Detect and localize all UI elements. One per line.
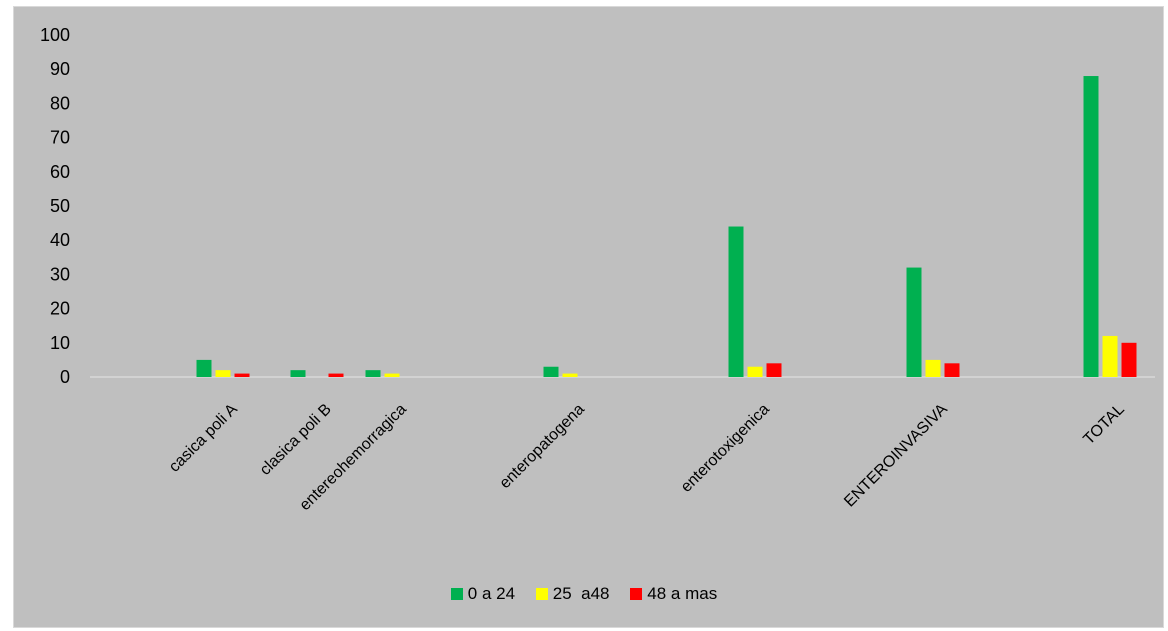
bar-series-2-2 [384,373,400,377]
bar-series-3-5 [944,363,960,377]
y-tick-label: 50 [50,196,70,216]
legend-swatch-series-3 [630,588,643,600]
bar-series-1-5 [906,267,922,377]
y-tick-label: 0 [60,367,70,387]
y-tick-label: 90 [50,59,70,79]
category-label: enterotoxigenica [678,401,773,496]
legend-item-series-3: 48 a mas [630,584,717,604]
bar-series-1-3 [543,366,559,377]
y-tick-label: 30 [50,264,70,284]
legend-item-series-1: 0 a 24 [450,584,516,604]
category-label: casica poli A [166,401,241,476]
bar-series-1-1 [290,370,306,377]
category-label: clasica poli B [257,401,335,479]
bar-series-1-6 [1083,76,1099,377]
bar-series-3-6 [1121,342,1137,377]
y-tick-label: 80 [50,93,70,113]
bar-series-2-0 [215,370,231,377]
bars [196,76,1137,377]
bar-series-3-1 [328,373,344,377]
legend-label-series-1: 0 a 24 [467,584,516,603]
y-tick-label: 70 [50,128,70,148]
category-label: ENTEROINVASIVA [841,401,951,511]
category-label: enteropatogena [497,401,588,492]
bar-series-2-6 [1102,335,1118,377]
category-label: TOTAL [1080,401,1128,449]
y-tick-label: 60 [50,162,70,182]
y-tick-label: 10 [50,333,70,353]
bar-series-1-4 [728,226,744,377]
legend-label-series-3: 48 a mas [647,584,718,603]
legend-swatch-series-2 [535,588,548,600]
bar-series-2-4 [747,366,763,377]
bar-series-1-0 [196,359,212,377]
bar-series-2-3 [562,373,578,377]
legend-swatch-series-1 [450,588,463,600]
y-tick-label: 40 [50,230,70,250]
bar-series-3-0 [234,373,250,377]
bar-series-1-2 [365,370,381,377]
legend-item-series-2: 25 a48 [535,584,610,604]
y-tick-label: 100 [40,25,70,45]
y-axis-ticks: 0 10 20 30 40 50 60 70 80 90 100 [40,25,70,387]
chart-area [13,6,1164,628]
bar-series-2-5 [925,359,941,377]
legend: 0 a 24 25 a48 48 a mas [0,584,1168,605]
bar-series-3-4 [766,363,782,377]
legend-label-series-2: 25 a48 [552,584,610,603]
y-tick-label: 20 [50,299,70,319]
